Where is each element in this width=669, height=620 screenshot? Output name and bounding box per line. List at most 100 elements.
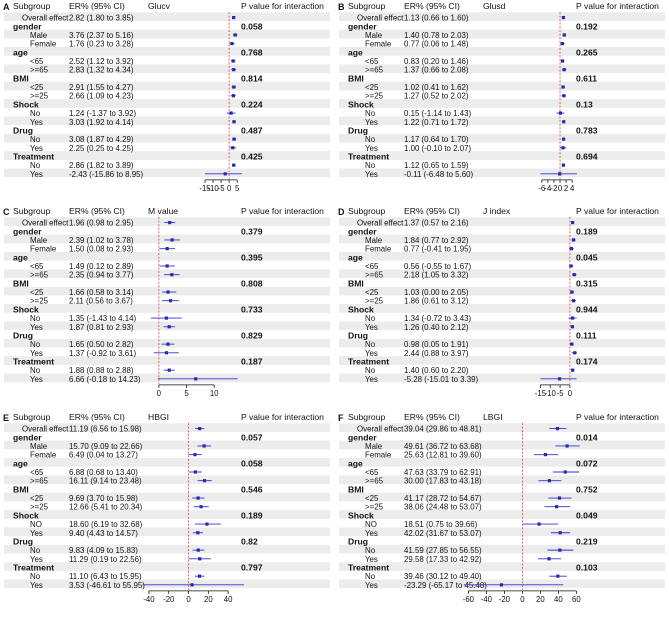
p-value: 0.814 bbox=[241, 73, 263, 83]
subgroup-label: <25 bbox=[365, 288, 379, 297]
row-shade bbox=[4, 579, 330, 589]
group-label: age bbox=[13, 252, 28, 262]
p-value: 0.049 bbox=[576, 510, 598, 520]
x-tick-label: 20 bbox=[204, 595, 213, 604]
row-shade bbox=[4, 252, 330, 261]
subgroup-label: No bbox=[30, 109, 41, 118]
subgroup-label: No bbox=[30, 546, 41, 555]
estimate-ci-text: 3.76 (2.37 to 5.16) bbox=[69, 31, 134, 40]
p-value: 0.057 bbox=[241, 432, 263, 442]
point-estimate bbox=[199, 505, 203, 509]
point-estimate bbox=[561, 163, 566, 167]
row-shade bbox=[339, 510, 665, 519]
estimate-ci-text: 2.83 (1.32 to 4.34) bbox=[69, 66, 134, 75]
p-value-header: P value for interaction bbox=[576, 206, 659, 216]
row-shade bbox=[339, 64, 665, 74]
row-shade bbox=[339, 338, 665, 348]
point-estimate bbox=[571, 221, 575, 225]
point-estimate bbox=[167, 368, 171, 372]
p-value: 0.187 bbox=[241, 356, 263, 366]
estimate-ci-text: 6.49 (0.04 to 13.27) bbox=[69, 451, 138, 460]
er-header: ER% (95% CI) bbox=[69, 206, 125, 216]
point-estimate bbox=[198, 427, 202, 431]
estimate-ci-text: 1.24 (-1.37 to 3.92) bbox=[69, 109, 136, 118]
row-shade bbox=[339, 562, 665, 571]
estimate-ci-text: -5.28 (-15.01 to 3.39) bbox=[404, 375, 479, 384]
point-estimate bbox=[555, 427, 560, 431]
row-shade bbox=[4, 99, 330, 108]
x-tick-label: 0 bbox=[568, 389, 573, 398]
subgroup-label: <65 bbox=[365, 468, 379, 477]
subgroup-label: No bbox=[365, 314, 376, 323]
point-estimate bbox=[167, 325, 171, 329]
estimate-ci-text: 1.02 (0.41 to 1.62) bbox=[404, 83, 469, 92]
metric-title: J index bbox=[483, 206, 511, 216]
p-value: 0.189 bbox=[241, 510, 263, 520]
point-estimate bbox=[561, 16, 566, 20]
row-shade bbox=[339, 151, 665, 160]
point-estimate bbox=[569, 264, 573, 268]
point-estimate bbox=[571, 299, 576, 303]
subgroup-label: >=25 bbox=[30, 92, 49, 101]
row-shade bbox=[339, 492, 665, 502]
row-shade bbox=[4, 510, 330, 519]
p-value: 0.265 bbox=[576, 47, 598, 57]
subgroup-label: Yes bbox=[365, 170, 378, 179]
subgroup-label: <25 bbox=[30, 288, 44, 297]
x-tick-label: 2 bbox=[564, 184, 568, 193]
row-shade bbox=[339, 440, 665, 450]
p-value: 0.174 bbox=[576, 356, 598, 366]
panel-c: C Subgroup ER% (95% CI) M value P value for … bbox=[3, 206, 330, 398]
p-value: 0.315 bbox=[576, 278, 598, 288]
point-estimate bbox=[555, 505, 559, 509]
row-shade bbox=[339, 544, 665, 554]
x-tick-label: -40 bbox=[143, 595, 155, 604]
estimate-ci-text: 3.03 (1.92 to 4.14) bbox=[69, 118, 134, 127]
subgroup-label: No bbox=[30, 314, 41, 323]
point-estimate bbox=[168, 299, 173, 303]
point-estimate bbox=[569, 247, 574, 251]
estimate-ci-text: 30.00 (17.83 to 43.18) bbox=[404, 477, 482, 486]
row-shade bbox=[339, 168, 665, 178]
subgroup-label: Female bbox=[30, 451, 57, 460]
estimate-ci-text: 1.27 (0.52 to 2.02) bbox=[404, 92, 469, 101]
point-estimate bbox=[170, 273, 174, 277]
group-label: gender bbox=[348, 226, 377, 236]
p-value: 0.797 bbox=[241, 562, 263, 572]
x-tick-label: -40 bbox=[481, 595, 493, 604]
row-shade bbox=[4, 29, 330, 39]
metric-title: Glusd bbox=[483, 1, 506, 11]
point-estimate bbox=[231, 146, 235, 150]
point-estimate bbox=[196, 548, 200, 552]
p-value: 0.783 bbox=[576, 125, 598, 135]
subgroup-label: Overall effect bbox=[357, 219, 404, 228]
point-estimate bbox=[570, 316, 575, 320]
row-shade bbox=[4, 64, 330, 74]
row-shade bbox=[339, 116, 665, 126]
estimate-ci-text: 1.12 (0.65 to 1.59) bbox=[404, 161, 469, 170]
subgroup-label: >=25 bbox=[365, 297, 384, 306]
subgroup-label: Male bbox=[30, 236, 48, 245]
estimate-ci-text: 0.77 (-0.41 to 1.95) bbox=[404, 245, 471, 254]
x-tick-label: 0 bbox=[520, 595, 525, 604]
metric-title: M value bbox=[148, 206, 178, 216]
subgroup-label: Female bbox=[30, 245, 57, 254]
estimate-ci-text: 1.87 (0.81 to 2.93) bbox=[69, 323, 134, 332]
subgroup-label: Male bbox=[30, 31, 48, 40]
point-estimate bbox=[565, 444, 569, 448]
point-estimate bbox=[231, 94, 236, 98]
subgroup-label: >=25 bbox=[365, 503, 384, 512]
p-value: 0.219 bbox=[576, 536, 598, 546]
subgroup-label: >=65 bbox=[365, 66, 384, 75]
point-estimate bbox=[571, 368, 575, 372]
panel-letter: D bbox=[338, 207, 345, 217]
estimate-ci-text: 18.60 (6.19 to 32.68) bbox=[69, 520, 143, 529]
group-label: gender bbox=[13, 21, 42, 31]
estimate-ci-text: 1.37 (0.66 to 2.08) bbox=[404, 66, 469, 75]
point-estimate bbox=[558, 531, 562, 535]
point-estimate bbox=[570, 325, 574, 329]
point-estimate bbox=[230, 42, 234, 46]
subgroup-label: Yes bbox=[30, 529, 43, 538]
estimate-ci-text: 0.98 (0.05 to 1.91) bbox=[404, 340, 469, 349]
point-estimate bbox=[537, 522, 541, 526]
